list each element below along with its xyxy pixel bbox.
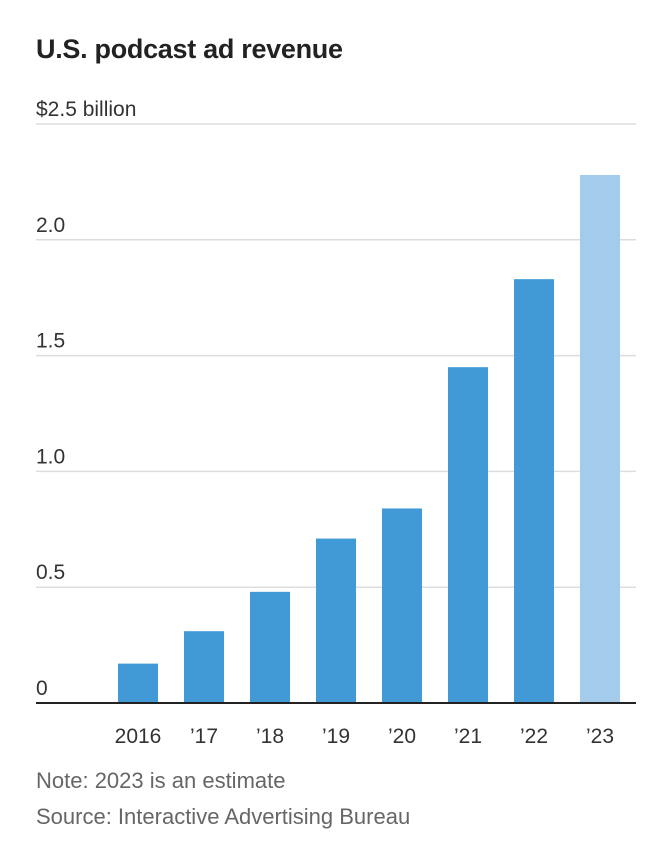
bar-18 [250, 591, 290, 703]
bar-21 [448, 367, 488, 703]
bar-19 [316, 538, 356, 703]
source-text: Source: Interactive Advertising Bureau [36, 804, 411, 829]
bar-23 [580, 174, 620, 703]
y-tick-label: 1.5 [36, 330, 65, 353]
bars [118, 174, 620, 703]
x-tick-label: ’20 [388, 725, 416, 748]
y-tick-label: 2.0 [36, 214, 65, 237]
x-tick-label: ’22 [520, 725, 548, 748]
bar-22 [514, 279, 554, 703]
y-tick-label: $2.5 billion [36, 98, 136, 121]
x-tick-label: ’18 [256, 725, 284, 748]
bar-20 [382, 508, 422, 703]
y-tick-label: 0.5 [36, 561, 65, 584]
x-tick-label: ’23 [586, 725, 614, 748]
note-text: Note: 2023 is an estimate [36, 768, 286, 793]
chart-title: U.S. podcast ad revenue [36, 34, 343, 64]
y-tick-label: 0 [36, 677, 48, 700]
x-tick-label: ’19 [322, 725, 350, 748]
x-tick-label: ’17 [190, 725, 218, 748]
bar-17 [184, 631, 224, 703]
x-tick-label: ’21 [454, 725, 482, 748]
y-tick-label: 1.0 [36, 445, 65, 468]
axes: 0 0.5 1.0 1.5 2.0 $2.5 billion 2016 ’17 ’18 ’19 ’2… [36, 98, 636, 748]
x-tick-label: 2016 [115, 725, 162, 748]
bar-2016 [118, 663, 158, 703]
